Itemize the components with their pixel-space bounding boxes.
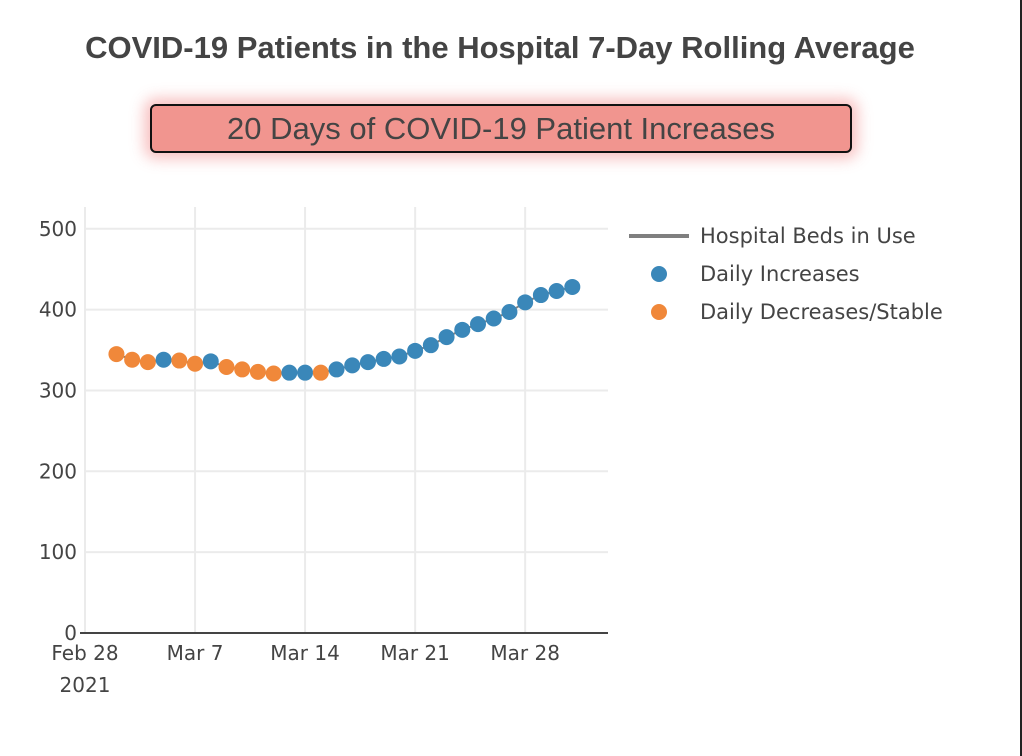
legend-label: Daily Decreases/Stable xyxy=(700,300,943,324)
increase-point xyxy=(281,364,298,381)
increase-point xyxy=(485,310,502,327)
x-tick-label: Mar 21 xyxy=(380,641,450,665)
increase-point xyxy=(391,348,408,365)
x-tick-label: Mar 14 xyxy=(270,641,340,665)
series-markers xyxy=(108,278,581,382)
increase-point xyxy=(517,294,534,311)
decrease-point xyxy=(124,351,141,368)
decrease-point xyxy=(265,365,282,382)
increase-point xyxy=(359,354,376,371)
increase-point xyxy=(328,361,345,378)
page-border xyxy=(1020,0,1022,756)
y-tick-label: 0 xyxy=(64,621,77,645)
gridlines xyxy=(84,207,608,633)
decrease-point xyxy=(312,364,329,381)
increase-point xyxy=(422,337,439,354)
y-tick-label: 100 xyxy=(39,540,77,564)
legend-increase-swatch xyxy=(651,266,667,282)
decrease-point xyxy=(187,355,204,372)
increase-streak-banner: 20 Days of COVID-19 Patient Increases xyxy=(150,104,852,153)
y-tick-label: 400 xyxy=(39,298,77,322)
decrease-point xyxy=(171,352,188,369)
increase-point xyxy=(344,357,361,374)
increase-point xyxy=(548,283,565,300)
increase-point xyxy=(297,364,314,381)
y-tick-label: 200 xyxy=(39,459,77,483)
x-tick-year-label: 2021 xyxy=(60,673,111,697)
increase-point xyxy=(532,287,549,304)
legend-decrease-swatch xyxy=(651,304,667,320)
y-tick-label: 500 xyxy=(39,217,77,241)
tick-labels: 0 100 200 300 400 500 Feb 28 2021 Mar 7 Mar 14 Mar… xyxy=(39,217,560,697)
increase-point xyxy=(438,329,455,346)
increase-point xyxy=(202,353,219,370)
increase-point xyxy=(407,342,424,359)
x-tick-label: Mar 7 xyxy=(167,641,224,665)
increase-point xyxy=(564,278,581,295)
x-tick-label: Feb 28 xyxy=(51,641,118,665)
increase-point xyxy=(155,351,172,368)
y-tick-label: 300 xyxy=(39,378,77,402)
increase-point xyxy=(375,350,392,367)
decrease-point xyxy=(108,346,125,363)
legend-label: Daily Increases xyxy=(700,262,860,286)
legend-label: Hospital Beds in Use xyxy=(700,224,916,248)
increase-point xyxy=(501,304,518,321)
legend[interactable]: Hospital Beds in Use Daily Increases Daily… xyxy=(629,224,943,324)
decrease-point xyxy=(249,363,266,380)
increase-point xyxy=(454,321,471,338)
chart-title: COVID-19 Patients in the Hospital 7-Day … xyxy=(85,30,915,65)
decrease-point xyxy=(218,359,235,376)
decrease-point xyxy=(139,354,156,371)
increase-point xyxy=(470,316,486,333)
x-tick-label: Mar 28 xyxy=(490,641,560,665)
decrease-point xyxy=(234,361,251,378)
